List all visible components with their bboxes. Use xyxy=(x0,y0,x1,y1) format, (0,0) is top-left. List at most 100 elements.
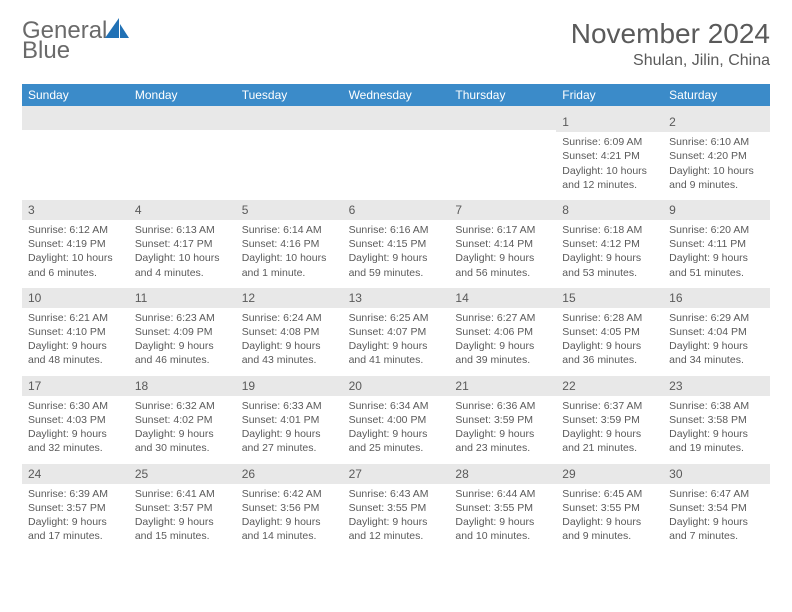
sunset-text: Sunset: 3:54 PM xyxy=(669,501,764,515)
day-number: 4 xyxy=(129,200,236,220)
calendar-cell: 14Sunrise: 6:27 AMSunset: 4:06 PMDayligh… xyxy=(449,288,556,376)
daylight-text: Daylight: 9 hours and 43 minutes. xyxy=(242,339,337,367)
daylight-text: Daylight: 9 hours and 36 minutes. xyxy=(562,339,657,367)
day-number: 16 xyxy=(663,288,770,308)
calendar-cell: 24Sunrise: 6:39 AMSunset: 3:57 PMDayligh… xyxy=(22,464,129,552)
sunrise-text: Sunrise: 6:30 AM xyxy=(28,399,123,413)
sail-icon xyxy=(105,18,131,38)
brand-logo: General Blue xyxy=(22,18,131,63)
weekday-label: Tuesday xyxy=(236,84,343,106)
calendar-cell: 28 Sunrise: 6:44 AMSunset: 3:55 PMDayligh… xyxy=(449,464,556,552)
calendar-cell: 18Sunrise: 6:32 AMSunset: 4:02 PMDayligh… xyxy=(129,376,236,464)
sunrise-text: Sunrise: 6:18 AM xyxy=(562,223,657,237)
daylight-text: Daylight: 9 hours and 9 minutes. xyxy=(562,515,657,543)
calendar-cell: 7Sunrise: 6:17 AMSunset: 4:14 PMDaylight… xyxy=(449,200,556,288)
location: Shulan, Jilin, China xyxy=(571,52,770,70)
sunset-text: Sunset: 3:55 PM xyxy=(349,501,444,515)
calendar-cell xyxy=(22,112,129,200)
day-number: 21 xyxy=(449,376,556,396)
day-number: 17 xyxy=(22,376,129,396)
sunrise-text: Sunrise: 6:12 AM xyxy=(28,223,123,237)
calendar-cell xyxy=(449,112,556,200)
sunset-text: Sunset: 4:10 PM xyxy=(28,325,123,339)
weekday-label: Friday xyxy=(556,84,663,106)
sunrise-text: Sunrise: 6:24 AM xyxy=(242,311,337,325)
calendar-cell: 11Sunrise: 6:23 AMSunset: 4:09 PMDayligh… xyxy=(129,288,236,376)
calendar-body: 1Sunrise: 6:09 AMSunset: 4:21 PMDaylight… xyxy=(22,112,770,551)
day-number xyxy=(343,112,450,130)
sunrise-text: Sunrise: 6:42 AM xyxy=(242,487,337,501)
sunrise-text: Sunrise: 6:29 AM xyxy=(669,311,764,325)
sunrise-text: Sunrise: 6:36 AM xyxy=(455,399,550,413)
sunset-text: Sunset: 3:57 PM xyxy=(28,501,123,515)
calendar-cell: 4Sunrise: 6:13 AMSunset: 4:17 PMDaylight… xyxy=(129,200,236,288)
sunrise-text: Sunrise: 6:41 AM xyxy=(135,487,230,501)
sunset-text: Sunset: 4:19 PM xyxy=(28,237,123,251)
sunrise-text: Sunrise: 6:38 AM xyxy=(669,399,764,413)
calendar-cell: 22Sunrise: 6:37 AMSunset: 3:59 PMDayligh… xyxy=(556,376,663,464)
calendar-cell: 12Sunrise: 6:24 AMSunset: 4:08 PMDayligh… xyxy=(236,288,343,376)
sunrise-text: Sunrise: 6:23 AM xyxy=(135,311,230,325)
day-number: 15 xyxy=(556,288,663,308)
sunrise-text: Sunrise: 6:47 AM xyxy=(669,487,764,501)
weekday-label: Saturday xyxy=(663,84,770,106)
weekday-label: Thursday xyxy=(449,84,556,106)
daylight-text: Daylight: 9 hours and 41 minutes. xyxy=(349,339,444,367)
calendar-cell: 3Sunrise: 6:12 AMSunset: 4:19 PMDaylight… xyxy=(22,200,129,288)
daylight-text: Daylight: 9 hours and 32 minutes. xyxy=(28,427,123,455)
sunset-text: Sunset: 4:17 PM xyxy=(135,237,230,251)
sunset-text: Sunset: 3:55 PM xyxy=(455,501,550,515)
sunset-text: Sunset: 4:12 PM xyxy=(562,237,657,251)
weekday-label: Wednesday xyxy=(343,84,450,106)
daylight-text: Daylight: 10 hours and 1 minute. xyxy=(242,251,337,279)
calendar-cell: 13Sunrise: 6:25 AMSunset: 4:07 PMDayligh… xyxy=(343,288,450,376)
sunrise-text: Sunrise: 6:13 AM xyxy=(135,223,230,237)
calendar-week: 17Sunrise: 6:30 AMSunset: 4:03 PMDayligh… xyxy=(22,376,770,464)
calendar-cell: 10Sunrise: 6:21 AMSunset: 4:10 PMDayligh… xyxy=(22,288,129,376)
day-number: 9 xyxy=(663,200,770,220)
day-number xyxy=(449,112,556,130)
day-number xyxy=(236,112,343,130)
daylight-text: Daylight: 9 hours and 46 minutes. xyxy=(135,339,230,367)
calendar-cell: 17Sunrise: 6:30 AMSunset: 4:03 PMDayligh… xyxy=(22,376,129,464)
calendar-cell: 16Sunrise: 6:29 AMSunset: 4:04 PMDayligh… xyxy=(663,288,770,376)
day-number: 11 xyxy=(129,288,236,308)
calendar-cell: 1Sunrise: 6:09 AMSunset: 4:21 PMDaylight… xyxy=(556,112,663,200)
day-number: 13 xyxy=(343,288,450,308)
sunset-text: Sunset: 3:56 PM xyxy=(242,501,337,515)
daylight-text: Daylight: 9 hours and 53 minutes. xyxy=(562,251,657,279)
header: General Blue November 2024 Shulan, Jilin… xyxy=(22,18,770,70)
daylight-text: Daylight: 9 hours and 25 minutes. xyxy=(349,427,444,455)
sunrise-text: Sunrise: 6:10 AM xyxy=(669,135,764,149)
day-number: 27 xyxy=(343,464,450,484)
daylight-text: Daylight: 9 hours and 7 minutes. xyxy=(669,515,764,543)
sunrise-text: Sunrise: 6:21 AM xyxy=(28,311,123,325)
daylight-text: Daylight: 10 hours and 9 minutes. xyxy=(669,164,764,192)
day-number: 12 xyxy=(236,288,343,308)
calendar-week: 10 Sunrise: 6:21 AMSunset: 4:10 PM Dayligh… xyxy=(22,288,770,376)
calendar-cell xyxy=(129,112,236,200)
calendar-cell xyxy=(236,112,343,200)
sunset-text: Sunset: 4:15 PM xyxy=(349,237,444,251)
sunrise-text: Sunrise: 6:43 AM xyxy=(349,487,444,501)
daylight-text: Daylight: 9 hours and 14 minutes. xyxy=(242,515,337,543)
calendar-cell: 15Sunrise: 6:28 AMSunset: 4:05 PMDayligh… xyxy=(556,288,663,376)
sunrise-text: Sunrise: 6:44 AM xyxy=(455,487,550,501)
month-title: November 2024 xyxy=(571,18,770,50)
calendar-cell: 27Sunrise: 6:43 AMSunset: 3:55 PMDayligh… xyxy=(343,464,450,552)
calendar-cell: 25Sunrise: 6:41 AMSunset: 3:57 PMDayligh… xyxy=(129,464,236,552)
sunrise-text: Sunrise: 6:25 AM xyxy=(349,311,444,325)
weekday-header: Sunday Monday Tuesday Wednesday Thursday… xyxy=(22,84,770,106)
calendar-cell: 30Sunrise: 6:47 AMSunset: 3:54 PMDayligh… xyxy=(663,464,770,552)
daylight-text: Daylight: 10 hours and 12 minutes. xyxy=(562,164,657,192)
daylight-text: Daylight: 9 hours and 27 minutes. xyxy=(242,427,337,455)
calendar-cell: 26Sunrise: 6:42 AMSunset: 3:56 PMDayligh… xyxy=(236,464,343,552)
calendar-cell: 6Sunrise: 6:16 AMSunset: 4:15 PMDaylight… xyxy=(343,200,450,288)
day-number: 10 xyxy=(22,288,129,308)
calendar-cell: 2Sunrise: 6:10 AMSunset: 4:20 PMDaylight… xyxy=(663,112,770,200)
day-number: 28 xyxy=(449,464,556,484)
calendar-cell: 29Sunrise: 6:45 AMSunset: 3:55 PMDayligh… xyxy=(556,464,663,552)
daylight-text: Daylight: 9 hours and 19 minutes. xyxy=(669,427,764,455)
daylight-text: Daylight: 9 hours and 10 minutes. xyxy=(455,515,550,543)
sunset-text: Sunset: 4:01 PM xyxy=(242,413,337,427)
